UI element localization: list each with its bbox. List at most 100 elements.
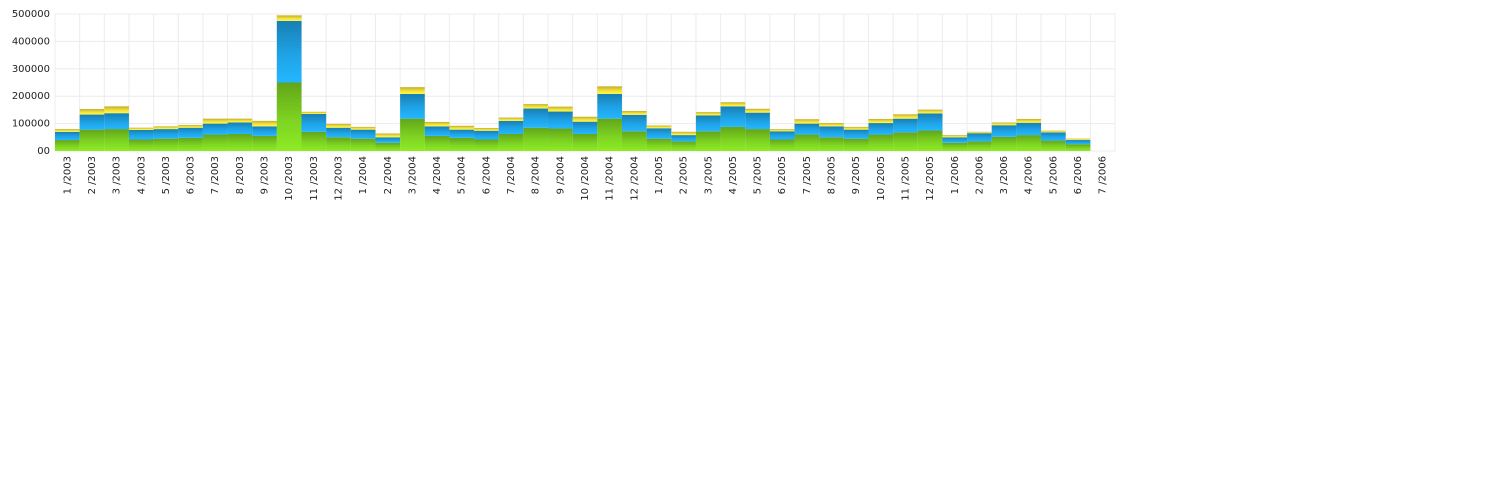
bar-segment — [671, 131, 696, 136]
x-tick-label: 7 /2003 — [210, 156, 221, 194]
bar-segment — [991, 125, 1017, 137]
x-tick-label: 6 /2003 — [186, 156, 197, 194]
bar-segment — [276, 20, 302, 83]
bar-segment — [350, 126, 376, 130]
bar-segment — [375, 133, 401, 138]
bar-segment — [104, 129, 129, 151]
bar-segment — [128, 139, 154, 151]
bar-segment — [523, 108, 549, 128]
x-tick-label: 8 /2003 — [235, 156, 246, 194]
bar-segment — [153, 138, 179, 151]
bar-segment — [646, 125, 672, 129]
y-tick-label: 300000 — [12, 64, 50, 75]
bar-segment — [548, 106, 573, 112]
bar-segment — [301, 114, 327, 132]
bar-segment — [868, 118, 894, 124]
bar-segment — [967, 141, 992, 151]
x-tick-label: 2 /2005 — [679, 156, 690, 194]
bar-segment — [967, 133, 992, 142]
bar-segment — [942, 137, 968, 143]
x-tick-label: 9 /2004 — [555, 156, 566, 194]
bar-segment — [745, 112, 770, 130]
bar-segment — [597, 86, 622, 95]
bar-segment — [720, 106, 746, 127]
bar-segment — [424, 126, 450, 136]
bar-segment — [893, 118, 918, 133]
bar-segment — [893, 114, 918, 119]
x-tick-label: 11 /2005 — [900, 156, 911, 201]
bar-segment — [695, 112, 721, 116]
bar-segment — [375, 137, 401, 143]
x-tick-label: 7 /2006 — [1098, 156, 1109, 194]
bar-segment — [572, 121, 598, 135]
bar-segment — [646, 128, 672, 139]
bar-segment — [128, 129, 154, 140]
bar-segment — [769, 131, 795, 140]
bar-segment — [449, 129, 475, 138]
x-tick-label: 9 /2003 — [260, 156, 271, 194]
bar-segment — [745, 129, 770, 151]
x-tick-label: 5 /2005 — [753, 156, 764, 194]
bar-segment — [917, 109, 943, 114]
bar-segment — [474, 130, 499, 140]
bar-segment — [55, 129, 80, 132]
bar-segment — [523, 127, 549, 151]
bar-segment — [671, 141, 696, 151]
bar-segment — [79, 129, 105, 151]
bar-segment — [178, 127, 203, 138]
x-tick-label: 2 /2004 — [383, 156, 394, 194]
bar-segment — [843, 138, 869, 151]
y-tick-label: 400000 — [12, 36, 50, 47]
bar-segment — [153, 126, 179, 130]
x-tick-label: 4 /2006 — [1024, 156, 1035, 194]
x-tick-label: 4 /2003 — [136, 156, 147, 194]
bar-segment — [917, 113, 943, 131]
bar-segment — [202, 123, 228, 135]
x-tick-label: 12 /2005 — [925, 156, 936, 201]
x-tick-label: 7 /2004 — [506, 156, 517, 194]
bar-segment — [1065, 144, 1091, 151]
bar-segment — [227, 122, 253, 135]
bar-segment — [942, 135, 968, 138]
x-tick-label: 2 /2003 — [87, 156, 98, 194]
x-tick-label: 8 /2005 — [827, 156, 838, 194]
bar-segment — [868, 123, 894, 135]
bar-segment — [695, 131, 721, 151]
bar-segment — [276, 15, 302, 21]
bar-segment — [794, 134, 820, 151]
bar-segment — [301, 111, 327, 115]
bar-segment — [843, 126, 869, 130]
x-tick-label: 3 /2005 — [703, 156, 714, 194]
bar-segment — [1016, 118, 1042, 123]
bar-segment — [128, 127, 154, 130]
bar-segment — [227, 134, 253, 151]
bar-segment — [79, 109, 105, 115]
bar-segment — [276, 82, 302, 151]
bar-segment — [967, 131, 992, 134]
bar-segment — [597, 94, 622, 119]
bar-segment — [720, 126, 746, 151]
x-tick-label: 6 /2005 — [777, 156, 788, 194]
bar-segment — [1065, 140, 1091, 145]
bar-segment — [227, 118, 253, 123]
bar-segment — [252, 135, 277, 151]
bar-segment — [252, 126, 277, 136]
bar-segment — [474, 139, 499, 151]
x-tick-label: 10 /2003 — [284, 156, 295, 201]
y-tick-label: 00 — [37, 146, 50, 157]
x-tick-label: 1 /2004 — [358, 156, 369, 194]
bar-segment — [621, 110, 647, 115]
x-tick-label: 3 /2006 — [999, 156, 1010, 194]
bar-segment — [572, 116, 598, 122]
x-tick-label: 6 /2006 — [1073, 156, 1084, 194]
bar-segment — [548, 111, 573, 129]
bar-segment — [695, 115, 721, 132]
bar-segment — [326, 127, 351, 138]
bar-segment — [326, 123, 351, 128]
bar-segment — [646, 138, 672, 151]
bar-segment — [917, 130, 943, 151]
bar-segment — [1065, 138, 1091, 141]
bar-segment — [498, 117, 524, 121]
x-tick-label: 11 /2003 — [309, 156, 320, 201]
bar-segment — [893, 132, 918, 151]
